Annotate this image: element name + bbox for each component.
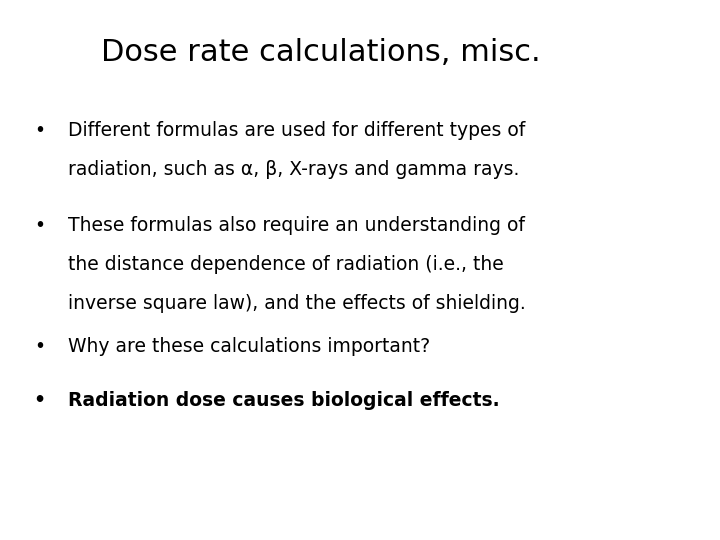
Text: Radiation dose causes biological effects.: Radiation dose causes biological effects… — [68, 392, 500, 410]
Text: •: • — [34, 122, 45, 140]
Text: inverse square law), and the effects of shielding.: inverse square law), and the effects of … — [68, 294, 526, 313]
Text: •: • — [34, 216, 45, 235]
Text: •: • — [34, 392, 45, 410]
Text: Why are these calculations important?: Why are these calculations important? — [68, 338, 431, 356]
Text: radiation, such as α, β, X-rays and gamma rays.: radiation, such as α, β, X-rays and gamm… — [68, 160, 520, 179]
Text: Different formulas are used for different types of: Different formulas are used for differen… — [68, 122, 526, 140]
Text: These formulas also require an understanding of: These formulas also require an understan… — [68, 216, 526, 235]
Text: •: • — [34, 338, 45, 356]
Text: Dose rate calculations, misc.: Dose rate calculations, misc. — [101, 38, 541, 67]
Text: the distance dependence of radiation (i.e., the: the distance dependence of radiation (i.… — [68, 255, 504, 274]
